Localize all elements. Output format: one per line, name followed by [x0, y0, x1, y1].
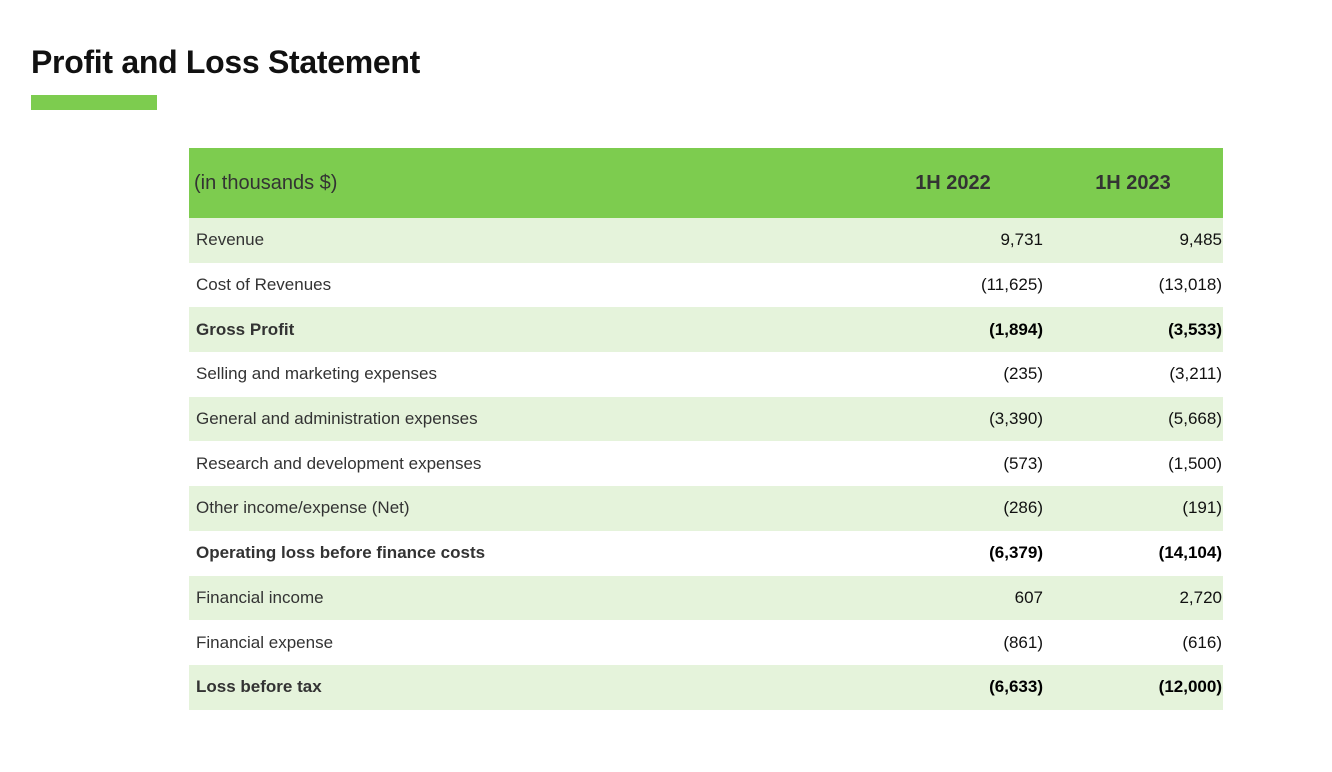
title-accent-bar: [31, 95, 157, 110]
value-1h-2022: (286): [1003, 498, 1043, 518]
table-row: Loss before tax (6,633) (12,000): [189, 664, 1223, 710]
value-1h-2022: (573): [1003, 453, 1043, 473]
table-row: Other income/expense (Net) (286) (191): [189, 486, 1223, 531]
value-1h-2022: (861): [1003, 632, 1043, 652]
row-label: Financial income: [196, 587, 324, 607]
value-1h-2023: (1,500): [1168, 453, 1222, 473]
row-label: Loss before tax: [196, 677, 322, 697]
value-1h-2023: (191): [1182, 498, 1222, 518]
value-1h-2023: (12,000): [1158, 677, 1222, 697]
value-1h-2023: (3,211): [1169, 364, 1222, 384]
value-1h-2023: (3,533): [1168, 319, 1222, 339]
table-row: Financial expense (861) (616): [189, 620, 1223, 665]
row-label: General and administration expenses: [196, 409, 478, 429]
table-header: (in thousands $) 1H 2022 1H 2023: [189, 148, 1223, 218]
value-1h-2023: (616): [1182, 632, 1222, 652]
row-label: Research and development expenses: [196, 453, 482, 473]
value-1h-2023: (13,018): [1158, 275, 1222, 295]
row-label: Financial expense: [196, 632, 334, 652]
value-1h-2022: 607: [1014, 587, 1043, 607]
row-label: Other income/expense (Net): [196, 498, 410, 518]
table-row: Research and development expenses (573) …: [189, 441, 1223, 487]
value-1h-2023: (5,668): [1168, 409, 1222, 429]
table-row: Financial income 607 2,720: [189, 575, 1223, 621]
table-row: Operating loss before finance costs (6,3…: [189, 530, 1223, 576]
table-row: Gross Profit (1,894) (3,533): [189, 307, 1223, 353]
value-1h-2022: (11,625): [980, 275, 1043, 295]
row-label: Gross Profit: [196, 319, 295, 339]
table-row: Revenue 9,731 9,485: [189, 218, 1223, 263]
page-title: Profit and Loss Statement: [31, 44, 421, 80]
value-1h-2022: (6,379): [989, 543, 1043, 563]
value-1h-2022: (6,633): [989, 677, 1043, 697]
row-label: Operating loss before finance costs: [196, 543, 486, 563]
value-1h-2022: (3,390): [989, 409, 1043, 429]
value-1h-2022: (235): [1003, 364, 1043, 384]
value-1h-2022: 9,731: [1000, 230, 1043, 250]
header-units: (in thousands $): [194, 171, 338, 194]
row-label: Cost of Revenues: [196, 275, 332, 295]
header-1h-2022: 1H 2022: [915, 171, 991, 194]
header-row: (in thousands $) 1H 2022 1H 2023: [189, 148, 1223, 218]
table-body: Revenue 9,731 9,485 Cost of Revenues (11…: [189, 218, 1223, 710]
row-label: Selling and marketing expenses: [196, 364, 437, 384]
value-1h-2022: (1,894): [989, 319, 1043, 339]
table-row: Cost of Revenues (11,625) (13,018): [189, 262, 1223, 308]
table-row: General and administration expenses (3,3…: [189, 396, 1223, 442]
profit-loss-table: (in thousands $) 1H 2022 1H 2023 Revenue…: [189, 148, 1223, 710]
value-1h-2023: 9,485: [1179, 230, 1222, 250]
header-1h-2023: 1H 2023: [1095, 171, 1171, 194]
row-label: Revenue: [196, 230, 265, 250]
table-row: Selling and marketing expenses (235) (3,…: [189, 352, 1223, 397]
value-1h-2023: 2,720: [1179, 587, 1222, 607]
value-1h-2023: (14,104): [1158, 543, 1222, 563]
